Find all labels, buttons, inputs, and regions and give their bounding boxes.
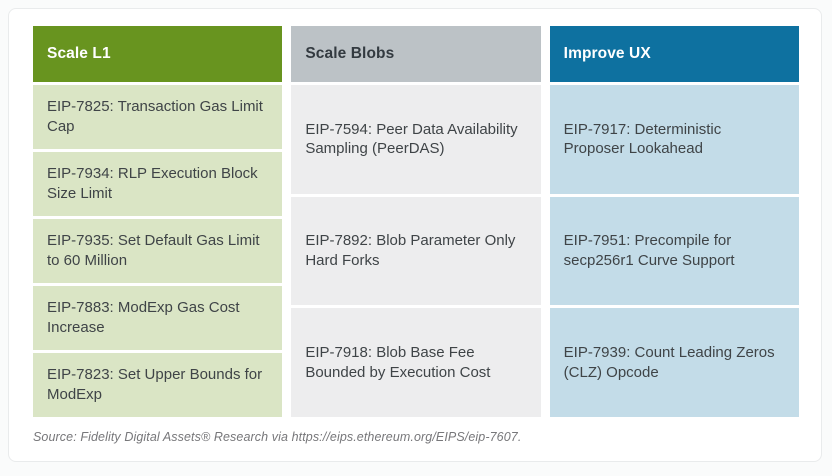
column-scale-blobs: Scale Blobs EIP-7594: Peer Data Availabi…	[291, 26, 541, 418]
table-cell: EIP-7594: Peer Data Availability Samplin…	[291, 85, 541, 194]
table-cell: EIP-7935: Set Default Gas Limit to 60 Mi…	[33, 219, 283, 283]
table-cell: EIP-7951: Precompile for secp256r1 Curve…	[549, 196, 799, 306]
table-cell: EIP-7892: Blob Parameter Only Hard Forks	[291, 196, 541, 306]
table-cell: EIP-7917: Deterministic Proposer Lookahe…	[549, 85, 799, 194]
eip-table-card: Scale L1 EIP-7825: Transaction Gas Limit…	[8, 8, 822, 462]
table-cell: EIP-7934: RLP Execution Block Size Limit	[33, 152, 283, 216]
table-cell: EIP-7823: Set Upper Bounds for ModExp	[33, 353, 283, 417]
source-note: Source: Fidelity Digital Assets® Researc…	[33, 430, 522, 444]
table-cell: EIP-7825: Transaction Gas Limit Cap	[33, 85, 283, 149]
table-cell: EIP-7918: Blob Base Fee Bounded by Execu…	[291, 308, 541, 418]
column-improve-ux: Improve UX EIP-7917: Deterministic Propo…	[549, 26, 799, 418]
column-scale-l1: Scale L1 EIP-7825: Transaction Gas Limit…	[33, 26, 283, 417]
column-header-scale-l1: Scale L1	[33, 26, 283, 82]
table-cell: EIP-7883: ModExp Gas Cost Increase	[33, 286, 283, 350]
column-header-improve-ux: Improve UX	[549, 26, 799, 82]
eip-table: Scale L1 EIP-7825: Transaction Gas Limit…	[33, 26, 799, 418]
column-header-scale-blobs: Scale Blobs	[291, 26, 541, 82]
table-cell: EIP-7939: Count Leading Zeros (CLZ) Opco…	[549, 308, 799, 418]
